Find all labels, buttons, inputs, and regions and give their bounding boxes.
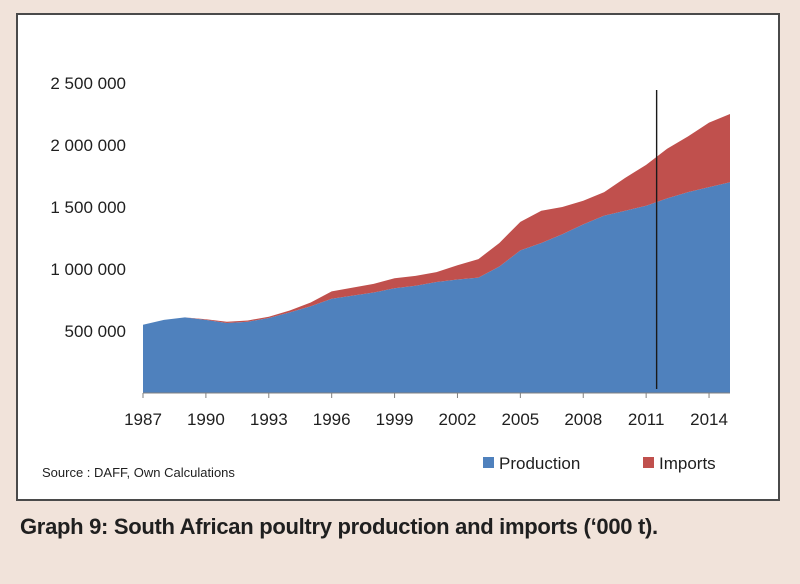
y-tick-label: 2 000 000 [50, 136, 126, 155]
area-series-production [143, 182, 730, 393]
source-note: Source : DAFF, Own Calculations [42, 465, 235, 480]
legend: Production Imports [483, 454, 716, 473]
x-tick-label: 1993 [250, 410, 288, 429]
legend-swatch-production [483, 457, 494, 468]
legend-label-production: Production [499, 454, 580, 473]
x-tick-label: 2008 [564, 410, 602, 429]
y-tick-labels: 500 000 1 000 000 1 500 000 2 000 000 2 500 … [50, 74, 126, 341]
chart-caption: Graph 9: South African poultry productio… [20, 514, 658, 539]
x-tick-label: 2014 [690, 410, 728, 429]
x-tick-labels: 1987 1990 1993 1996 1999 2002 2005 2008 2011 2014 [124, 410, 728, 429]
y-tick-label: 1 500 000 [50, 198, 126, 217]
y-tick-label: 500 000 [65, 322, 126, 341]
legend-label-imports: Imports [659, 454, 716, 473]
x-tick-label: 1996 [313, 410, 351, 429]
areas-layer [143, 114, 730, 393]
x-tick-label: 1987 [124, 410, 162, 429]
legend-swatch-imports [643, 457, 654, 468]
x-tick-label: 1990 [187, 410, 225, 429]
y-tick-label: 1 000 000 [50, 260, 126, 279]
axes-layer [142, 392, 730, 398]
x-tick-label: 2002 [439, 410, 477, 429]
y-tick-label: 2 500 000 [50, 74, 126, 93]
x-tick-label: 1999 [376, 410, 414, 429]
x-tick-label: 2011 [628, 410, 665, 429]
x-tick-label: 2005 [501, 410, 539, 429]
